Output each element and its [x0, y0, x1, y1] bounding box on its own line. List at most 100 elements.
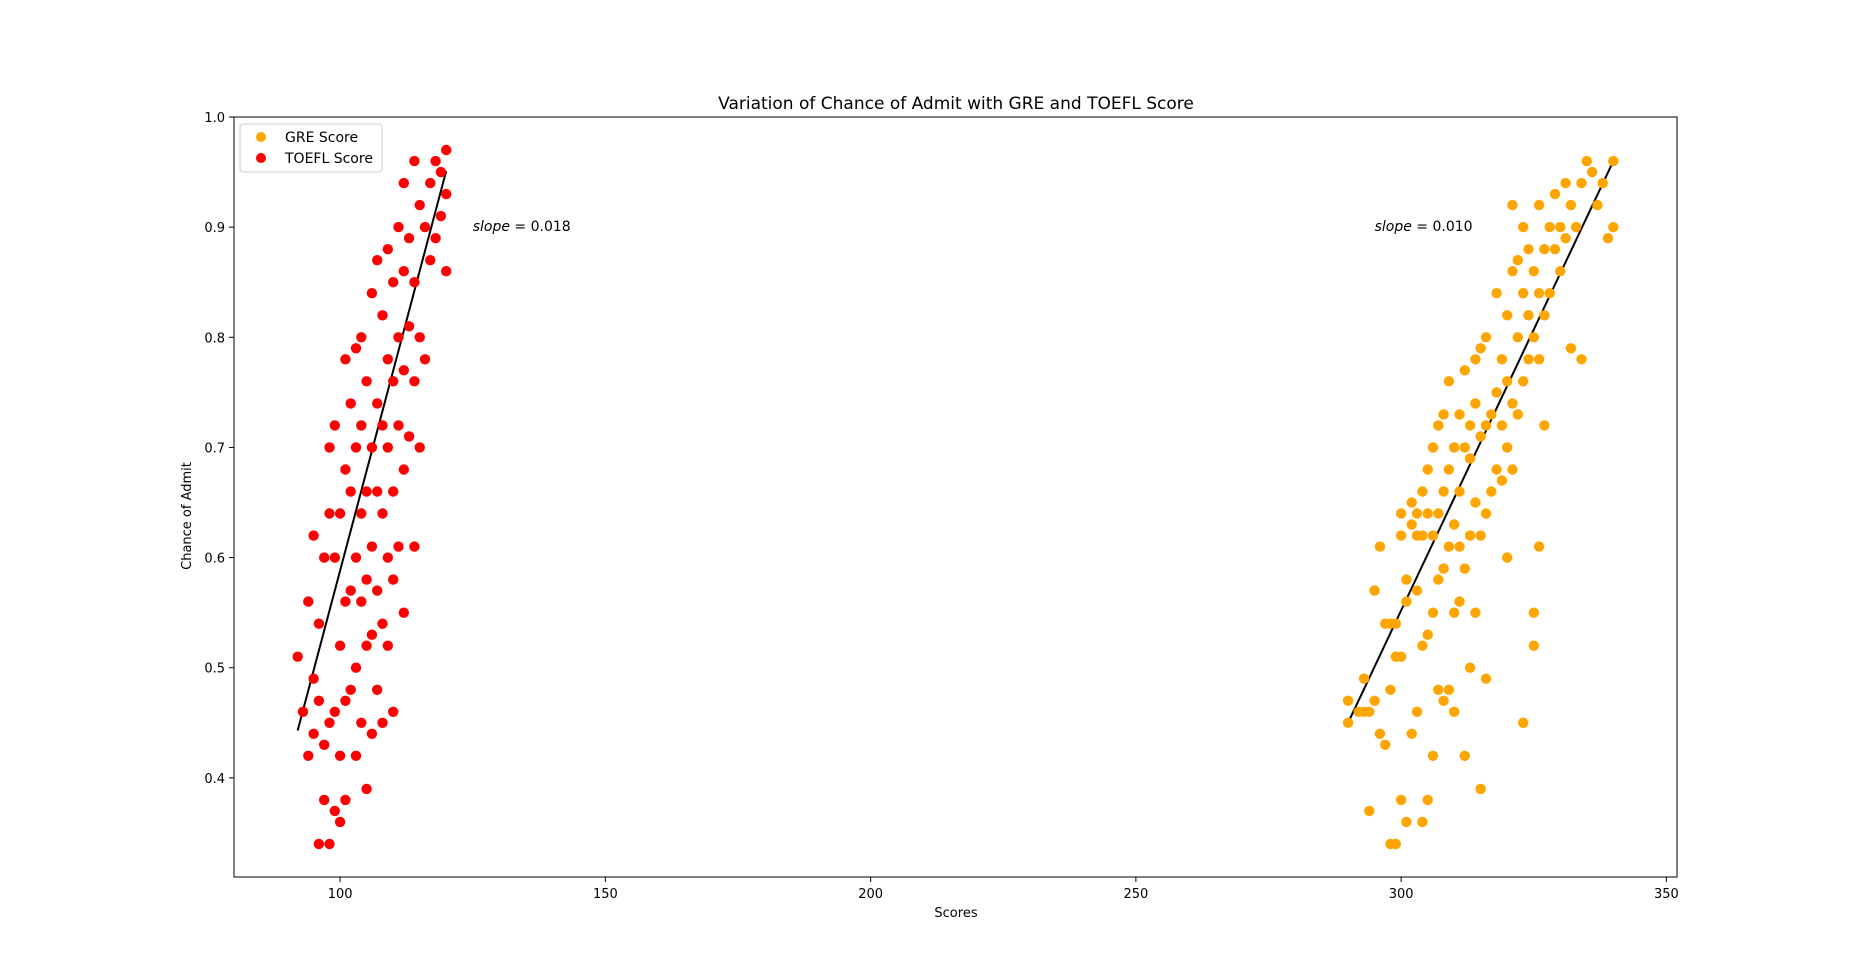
data-point [398, 266, 409, 277]
data-point [1475, 343, 1486, 354]
data-point [1496, 354, 1508, 365]
data-point [319, 552, 330, 563]
y-tick-label: 0.8 [204, 331, 225, 346]
data-point [1401, 596, 1412, 607]
data-point [361, 486, 372, 497]
data-point [1449, 706, 1460, 717]
data-point [1533, 288, 1545, 299]
data-point [1475, 783, 1486, 795]
data-point [430, 233, 441, 244]
data-point [1464, 530, 1476, 541]
data-point [382, 442, 393, 453]
data-point [414, 442, 425, 453]
data-point [1406, 519, 1417, 530]
data-point [361, 783, 372, 795]
data-point [1406, 728, 1417, 739]
data-point [303, 596, 314, 607]
chart-title: Variation of Chance of Admit with GRE an… [718, 94, 1194, 114]
data-point [377, 717, 388, 728]
data-point [324, 838, 335, 850]
data-point [361, 376, 372, 387]
data-point [1395, 530, 1407, 541]
data-point [441, 266, 452, 277]
data-point [1486, 409, 1497, 420]
data-point [1395, 508, 1407, 519]
series-0 [1342, 155, 1619, 850]
data-point [382, 354, 393, 365]
data-point [425, 255, 436, 266]
data-point [334, 508, 346, 519]
data-point [1470, 607, 1481, 618]
data-point [1560, 233, 1571, 244]
data-point [409, 541, 420, 552]
data-point [1470, 497, 1481, 508]
data-point [1518, 376, 1529, 387]
data-point [1438, 695, 1449, 706]
data-point [350, 552, 362, 563]
data-point [1422, 508, 1433, 519]
data-point [435, 210, 447, 222]
data-point [1512, 409, 1524, 420]
data-point [1443, 684, 1455, 695]
data-point [1608, 155, 1619, 167]
fit-line-1 [1347, 160, 1615, 724]
data-point [372, 585, 383, 596]
x-tick-label: 100 [328, 887, 353, 902]
data-point [372, 486, 383, 497]
data-point [1486, 486, 1497, 497]
data-point [1364, 805, 1375, 817]
data-point [1491, 464, 1502, 475]
data-point [1438, 409, 1449, 420]
data-point [345, 398, 356, 409]
data-point [313, 838, 325, 850]
slope-annotation-0: slope = 0.018 [473, 219, 571, 235]
x-tick-label: 200 [858, 887, 883, 902]
data-point [1475, 431, 1486, 442]
data-point [1390, 838, 1402, 850]
data-point [308, 728, 319, 739]
data-point [1512, 332, 1524, 343]
data-point [409, 155, 420, 167]
x-tick-label: 350 [1654, 887, 1679, 902]
data-point [1528, 332, 1540, 343]
data-point [1480, 508, 1492, 519]
plot-frame [233, 116, 1678, 878]
data-point [1422, 794, 1433, 806]
data-point [393, 541, 404, 552]
data-point [1454, 486, 1465, 497]
data-point [308, 530, 319, 541]
data-point [1459, 563, 1471, 574]
data-point [1369, 585, 1380, 596]
data-point [1433, 420, 1444, 431]
data-point [441, 188, 452, 200]
data-point [409, 277, 420, 288]
data-point [1571, 221, 1582, 233]
data-point [398, 177, 409, 189]
data-point [1512, 255, 1524, 266]
legend-gre-label: GRE Score [285, 130, 358, 146]
data-point [345, 585, 356, 596]
data-point [345, 684, 356, 695]
data-point [1602, 233, 1614, 244]
data-point [388, 376, 399, 387]
data-point [366, 442, 378, 453]
data-point [340, 794, 351, 806]
data-point [350, 750, 362, 761]
data-point [403, 321, 415, 332]
data-point [1342, 695, 1354, 706]
data-point [1464, 662, 1476, 673]
data-point [1523, 354, 1534, 365]
data-point [292, 651, 303, 662]
data-point [1507, 464, 1518, 475]
data-point [1491, 288, 1502, 299]
data-point [1454, 596, 1465, 607]
data-point [324, 717, 335, 728]
data-point [1523, 310, 1534, 321]
annotations: slope = 0.018 slope = 0.010 [473, 219, 1473, 235]
data-point [1411, 585, 1423, 596]
legend-toefl-label: TOEFL Score [284, 151, 373, 167]
data-point [1565, 343, 1577, 354]
axes: 100 150 200 250 300 350 0.4 0.5 0.6 0.7 0.8 0.9 1.0 [204, 111, 1678, 902]
data-point [1374, 541, 1386, 552]
